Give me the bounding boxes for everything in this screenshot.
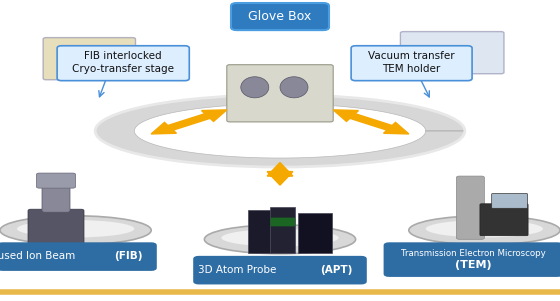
Polygon shape bbox=[267, 163, 293, 185]
FancyBboxPatch shape bbox=[57, 46, 189, 81]
FancyBboxPatch shape bbox=[0, 242, 157, 271]
Text: Cryo-transfer stage: Cryo-transfer stage bbox=[72, 64, 174, 74]
Ellipse shape bbox=[241, 77, 269, 98]
FancyBboxPatch shape bbox=[492, 194, 528, 208]
FancyBboxPatch shape bbox=[231, 3, 329, 30]
FancyBboxPatch shape bbox=[270, 207, 295, 253]
FancyBboxPatch shape bbox=[480, 204, 528, 236]
FancyBboxPatch shape bbox=[36, 173, 76, 188]
FancyBboxPatch shape bbox=[351, 46, 472, 81]
FancyBboxPatch shape bbox=[384, 242, 560, 277]
FancyBboxPatch shape bbox=[227, 65, 333, 122]
FancyBboxPatch shape bbox=[43, 38, 136, 80]
Text: Focused Ion Beam: Focused Ion Beam bbox=[0, 251, 78, 262]
FancyBboxPatch shape bbox=[193, 256, 367, 284]
Text: Glove Box: Glove Box bbox=[249, 10, 311, 23]
PathPatch shape bbox=[95, 95, 465, 167]
Text: Vacuum transfer: Vacuum transfer bbox=[368, 51, 455, 61]
Text: (TEM): (TEM) bbox=[455, 260, 492, 271]
Text: (FIB): (FIB) bbox=[114, 251, 143, 262]
Ellipse shape bbox=[17, 220, 134, 237]
Text: FIB interlocked: FIB interlocked bbox=[85, 51, 162, 61]
Text: Transmission Electron Microscopy: Transmission Electron Microscopy bbox=[401, 249, 545, 258]
FancyBboxPatch shape bbox=[456, 176, 484, 239]
FancyBboxPatch shape bbox=[248, 210, 270, 253]
Ellipse shape bbox=[204, 225, 356, 254]
FancyBboxPatch shape bbox=[28, 209, 84, 251]
Ellipse shape bbox=[221, 229, 339, 247]
Ellipse shape bbox=[409, 216, 560, 245]
Polygon shape bbox=[333, 110, 409, 134]
FancyBboxPatch shape bbox=[270, 218, 295, 226]
Polygon shape bbox=[151, 110, 227, 134]
Text: 3D Atom Probe: 3D Atom Probe bbox=[198, 265, 280, 275]
Ellipse shape bbox=[280, 77, 308, 98]
Ellipse shape bbox=[426, 220, 543, 237]
FancyBboxPatch shape bbox=[42, 185, 70, 212]
Text: TEM holder: TEM holder bbox=[382, 64, 441, 74]
FancyBboxPatch shape bbox=[298, 213, 332, 253]
FancyBboxPatch shape bbox=[400, 32, 504, 74]
Ellipse shape bbox=[0, 216, 151, 245]
Text: (APT): (APT) bbox=[320, 265, 353, 275]
